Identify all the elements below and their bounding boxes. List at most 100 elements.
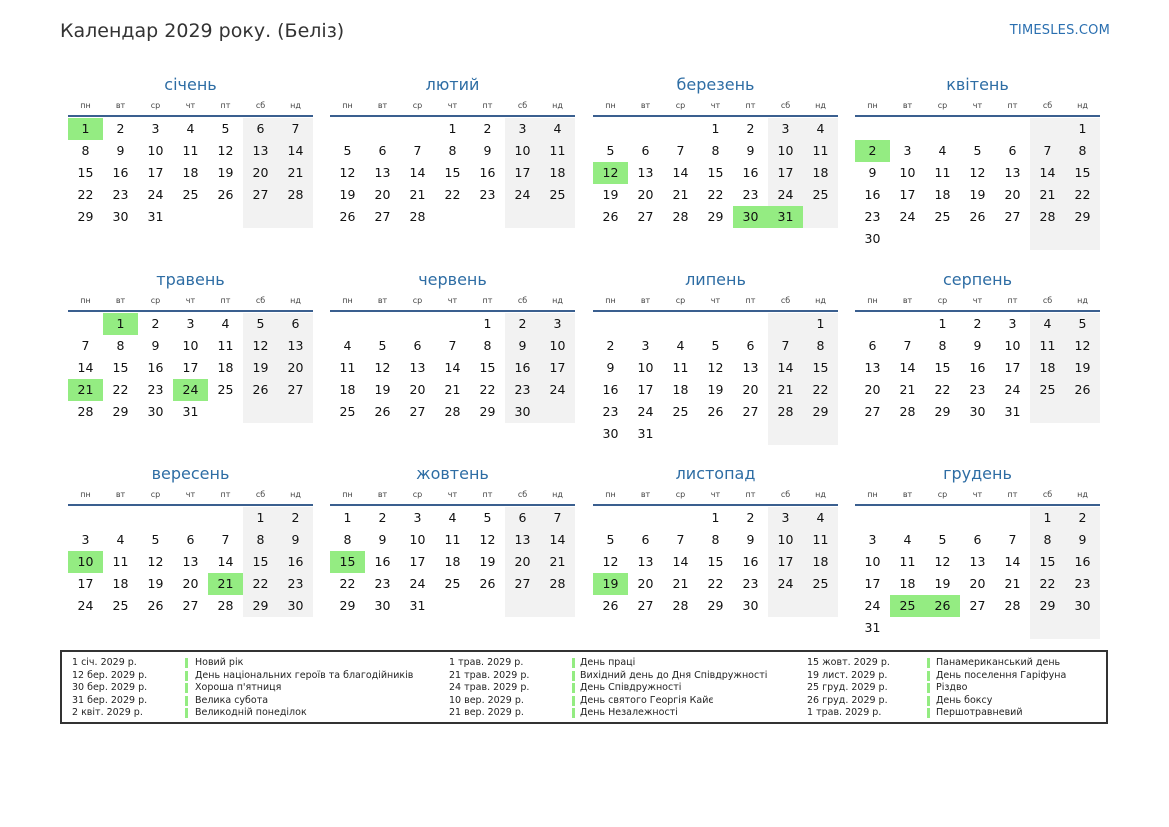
day-cell: 29 [707,598,724,613]
weekday-label: пн [605,296,616,305]
empty-day-cell [663,313,698,335]
day-cell: 30 [1065,595,1100,617]
day-cell: 6 [186,532,195,547]
month-block: квітень пн вт ср чт пт сб нд 1 2 3 4 5 6 7 8 9 10 11 12 13 14… [855,72,1100,250]
holiday-name: День Співдружності [580,682,682,693]
day-cell: 27 [182,598,199,613]
day-cell: 20 [637,576,654,591]
day-cell: 6 [641,532,650,547]
day-grid: 1 2 3 4 5 6 7 8 9 10 11 12 13 14 15 16 17 18 19 20 21 22 23 24 2… [330,118,575,228]
site-link[interactable]: TIMESLES.COM [1009,23,1110,38]
holiday-day-cell: 21 [68,379,103,401]
day-cell: 16 [112,165,129,180]
day-cell: 2 [278,507,313,529]
day-cell: 7 [413,143,422,158]
weekday-label: сб [255,490,266,499]
weekday-label: сб [517,490,528,499]
empty-day-cell [68,507,103,529]
day-cell: 4 [186,121,195,136]
day-cell: 19 [243,357,278,379]
day-cell: 24 [899,209,916,224]
day-cell: 2 [1065,507,1100,529]
day-cell: 26 [243,379,278,401]
holiday-name: День боксу [936,694,993,706]
day-cell: 4 [221,316,230,331]
day-cell: 30 [278,595,313,617]
day-cell: 29 [479,404,496,419]
day-cell: 22 [77,187,94,202]
empty-day-cell [803,206,838,228]
day-cell: 5 [378,338,387,353]
day-cell: 20 [243,162,278,184]
empty-day-cell [208,401,243,423]
day-cell: 10 [768,140,803,162]
day-cell: 14 [409,165,426,180]
empty-day-cell [768,595,803,617]
day-cell: 28 [217,598,234,613]
empty-day-cell [1065,617,1100,639]
day-cell: 29 [1030,595,1065,617]
empty-day-cell [593,118,628,140]
empty-day-cell [593,507,628,529]
weekday-label: пн [342,490,353,499]
month-name: вересень [151,464,230,483]
day-cell: 27 [374,209,391,224]
weekday-label: сб [780,101,791,110]
holiday-name: Різдво [936,682,968,693]
day-cell: 25 [803,184,838,206]
weekday-label: пт [482,490,493,499]
day-cell: 19 [374,382,391,397]
legend-row: 1 трав. 2029 р. День праці [449,657,809,670]
day-cell: 20 [637,187,654,202]
day-cell: 26 [217,187,234,202]
empty-day-cell [768,313,803,335]
day-cell: 13 [1004,165,1021,180]
day-cell: 9 [1065,529,1100,551]
day-cell: 1 [1065,118,1100,140]
day-cell: 5 [151,532,160,547]
empty-day-cell [890,507,925,529]
empty-day-cell [733,423,768,445]
weekday-label: пн [80,101,91,110]
weekday-header: пн вт ср чт пт сб нд [855,487,1100,504]
day-cell: 20 [864,382,881,397]
day-cell: 11 [182,143,199,158]
day-cell: 28 [899,404,916,419]
weekday-label: пн [867,101,878,110]
header-rule [330,310,575,312]
day-cell: 6 [1008,143,1017,158]
day-cell: 3 [81,532,90,547]
month-block: липень пн вт ср чт пт сб нд 1 2 3 4 5 6 7 8 9 10 11 12 13 14 1… [593,267,838,445]
day-cell: 24 [540,379,575,401]
day-cell: 25 [444,576,461,591]
weekday-label: вт [377,490,388,499]
day-cell: 17 [864,576,881,591]
day-cell: 2 [746,510,755,525]
day-cell: 18 [803,551,838,573]
month-block: серпень пн вт ср чт пт сб нд 1 2 3 4 5 6 7 8 9 10 11 12 13 14… [855,267,1100,423]
day-cell: 18 [540,162,575,184]
day-cell: 12 [934,554,951,569]
day-cell: 28 [409,209,426,224]
day-cell: 22 [803,379,838,401]
day-grid: 1 2 3 4 5 6 7 8 9 10 11 12 13 14 15 16 17 18 19 20 21 22 23 24 2… [68,507,313,617]
day-cell: 9 [505,335,540,357]
month-block: січень пн вт ср чт пт сб нд 1 2 3 4 5 6 7 8 9 10 11 12 13 14 1… [68,72,313,228]
day-cell: 10 [505,140,540,162]
weekday-label: чт [972,101,983,110]
empty-day-cell [925,617,960,639]
day-cell: 29 [112,404,129,419]
day-cell: 7 [676,143,685,158]
day-cell: 1 [483,316,492,331]
weekday-label: нд [815,101,826,110]
day-cell: 25 [182,187,199,202]
day-cell: 14 [1030,162,1065,184]
legend-column: 1 січ. 2029 р. Новий рік 12 бер. 2029 р. Де… [72,657,432,720]
weekday-header: пн вт ср чт пт сб нд [593,293,838,310]
day-cell: 25 [339,404,356,419]
day-cell: 29 [803,401,838,423]
day-cell: 6 [505,507,540,529]
day-cell: 24 [505,184,540,206]
day-cell: 2 [973,316,982,331]
empty-day-cell [470,206,505,228]
